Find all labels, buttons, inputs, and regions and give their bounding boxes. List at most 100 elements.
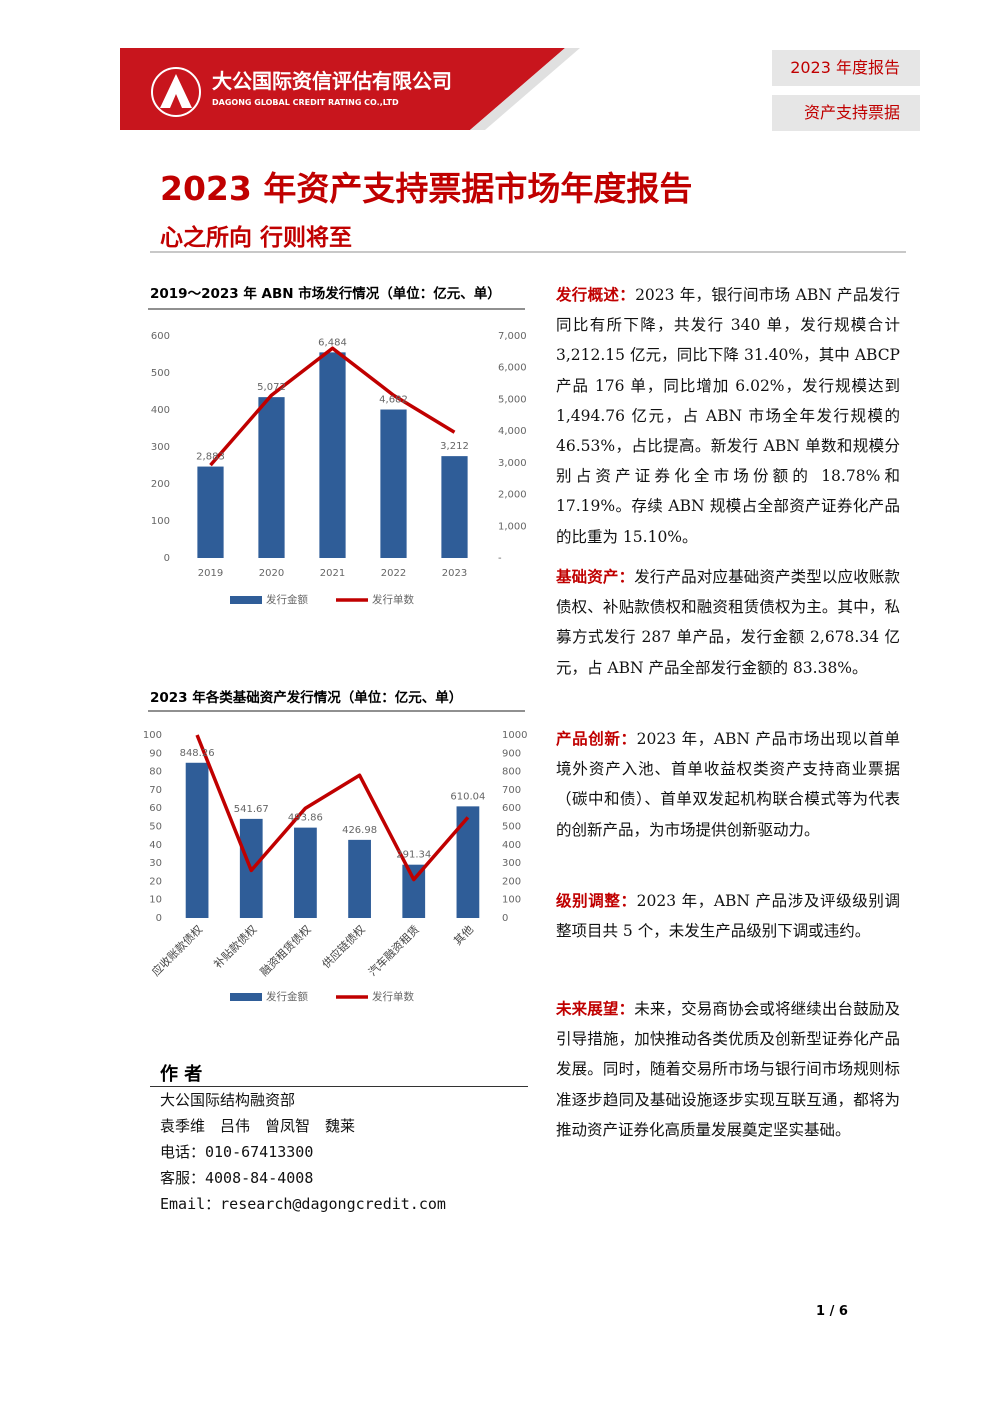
logo-ring [151,67,201,117]
data-label: 291.34 [396,850,431,861]
para-label: 发行概述： [556,285,636,304]
chart-abn-annual: 2019～2023 年 ABN 市场发行情况（单位：亿元、单） 0 100 200 30… [148,285,527,606]
y-tick-label: 70 [149,785,162,796]
y2-tick-label: 0 [502,913,508,924]
para-text: 未来，交易商协会或将继续出台鼓励及引导措施，加快推动各类优质及创新型证券化产品发… [556,1000,900,1139]
author-block: 大公国际结构融资部袁季维 吕伟 曾凤智 魏莱 电话：010-67413300 客服：… [160,1087,446,1217]
x-tick-label: 应收账款债权 [149,922,206,979]
y-tick-label: 400 [151,405,170,416]
paragraph: 发行概述：2023 年，银行间市场 ABN 产品发行同比有所下降，共发行 340… [556,280,900,552]
x-tick-label: 其他 [451,923,476,948]
data-label: 610.04 [450,791,485,802]
y-tick-label: 40 [149,840,162,851]
para-label: 级别调整： [556,891,637,910]
legend-label: 发行金额 [266,990,308,1003]
data-label: 4,682 [379,395,408,406]
y2-tick-label: 800 [502,767,521,778]
data-label: 426.98 [342,825,377,836]
paragraph: 级别调整：2023 年，ABN 产品涉及评级级别调整项目共 5 个，未发生产品级… [556,886,900,946]
chart-title: 2019～2023 年 ABN 市场发行情况（单位：亿元、单） [150,285,501,302]
bar [441,456,468,558]
tag-year: 2023 年度报告 [772,50,920,86]
bar [319,352,346,558]
y2-tick-label: 200 [502,876,521,887]
y2-tick-label: 2,000 [498,490,527,501]
data-label: 3,212 [440,441,469,452]
chart-asset-types: 2023 年各类基础资产发行情况（单位：亿元、单） 0 10 20 30 40 50 60 70… [143,689,528,1003]
y-tick-label: 80 [149,767,162,778]
data-label: 5,072 [257,382,286,393]
page-number: 1 / 6 [816,1304,848,1319]
y-tick-label: 90 [149,748,162,759]
chart-title: 2023 年各类基础资产发行情况（单位：亿元、单） [150,689,462,706]
legend-swatch [230,596,262,604]
line [209,346,456,467]
bar [348,839,371,918]
legend-swatch [230,993,262,1001]
x-tick-label: 2022 [381,568,406,579]
y2-tick-label: 6,000 [498,363,527,374]
author-line: 大公国际结构融资部 [160,1091,296,1109]
y2-tick-label: 600 [502,803,521,814]
header-banner: 大公国际资信评估有限公司 DAGONG GLOBAL CREDIT RATING… [120,48,580,130]
author-line: Email：research@dagongcredit.com [160,1195,446,1213]
author-line: 电话：010-67413300 [160,1143,314,1161]
para-label: 基础资产： [556,567,635,586]
x-tick-label: 汽车融资租赁 [365,922,422,979]
x-tick-label: 补贴款债权 [211,922,260,971]
x-tick-label: 2020 [259,568,284,579]
doc-title: 2023 年资产支持票据市场年度报告 [160,169,693,208]
y-tick-label: 20 [149,876,162,887]
y-tick-label: 50 [149,822,162,833]
y2-tick-label: 5,000 [498,394,527,405]
y-tick-label: 60 [149,803,162,814]
author-rule [150,1086,528,1087]
bar [258,397,285,558]
bar [380,409,407,558]
bar [402,864,426,918]
y-tick-label: 0 [156,913,162,924]
x-tick-label: 2023 [442,568,467,579]
bar [197,466,224,558]
y-tick-label: 300 [151,442,170,453]
title-rule [150,251,906,253]
para-label: 产品创新： [556,729,637,748]
bar [456,806,480,918]
y-tick-label: 30 [149,858,162,869]
y-tick-label: 100 [151,516,170,527]
y2-tick-label: 4,000 [498,426,527,437]
y2-tick-label: 400 [502,840,521,851]
author-line: 袁季维 吕伟 曾凤智 魏莱 [160,1117,356,1135]
y-tick-label: 100 [143,730,162,741]
data-label: 848.26 [180,748,215,759]
bar [294,827,317,918]
paragraph: 产品创新：2023 年，ABN 产品市场出现以首单境外资产入池、首单收益权类资产… [556,724,900,845]
line [195,734,470,882]
y2-tick-label: 300 [502,858,521,869]
y2-tick-label: - [498,553,502,564]
para-text: 2023 年，ABN 产品市场出现以首单境外资产入池、首单收益权类资产支持商业票… [556,730,900,839]
x-tick-label: 供应链债权 [319,922,368,971]
x-tick-label: 2021 [320,568,345,579]
author-line: 客服：4008-84-4008 [160,1169,314,1187]
paragraph: 未来展望：未来，交易商协会或将继续出台鼓励及引导措施，加快推动各类优质及创新型证… [556,994,900,1145]
y-tick-label: 600 [151,331,170,342]
y2-tick-label: 1,000 [498,521,527,532]
legend-label: 发行单数 [372,593,414,606]
y2-tick-label: 100 [502,895,521,906]
para-label: 未来展望： [556,999,635,1018]
legend-label: 发行单数 [372,990,414,1003]
header-stripe [470,48,580,130]
tag-topic: 资产支持票据 [772,95,920,131]
company-cn: 大公国际资信评估有限公司 [212,69,452,93]
doc-subtitle: 心之所向 行则将至 [160,225,353,251]
para-text: 发行产品对应基础资产类型以应收账款债权、补贴款债权和融资租赁债权为主。其中，私募… [556,568,900,677]
y2-tick-label: 900 [502,748,521,759]
para-text: 2023 年，银行间市场 ABN 产品发行同比有所下降，共发行 340 单，发行… [556,286,900,546]
x-tick-label: 融资租赁债权 [257,922,314,979]
data-label: 2,883 [196,452,225,463]
y-tick-label: 200 [151,479,170,490]
y2-tick-label: 700 [502,785,521,796]
x-tick-label: 2019 [198,568,223,579]
